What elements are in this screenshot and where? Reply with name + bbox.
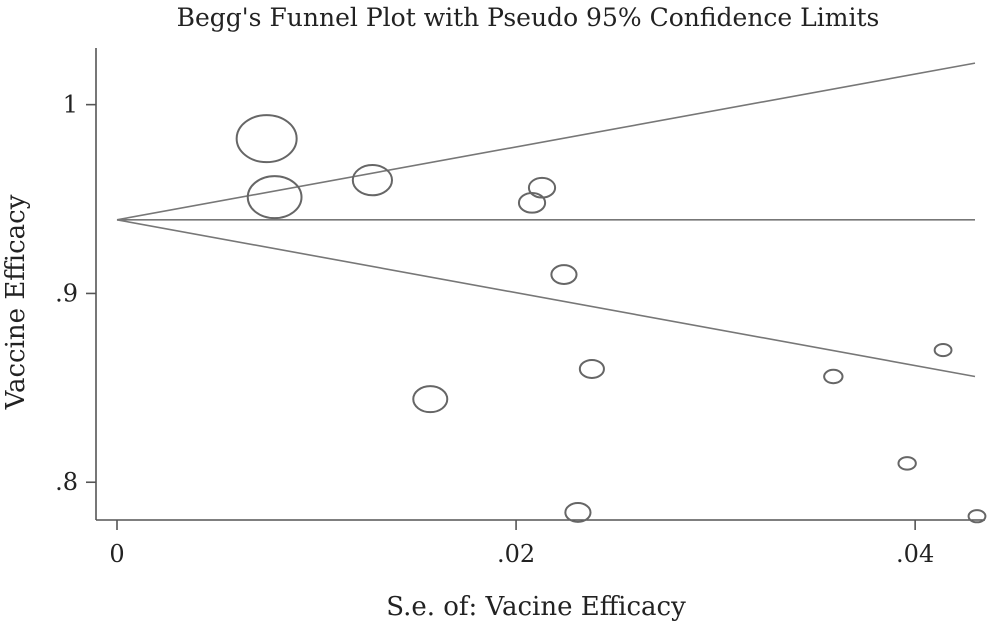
x-axis-ticks: 0 .02 .04	[109, 520, 934, 568]
y-axis-label: Vaccine Efficacy	[1, 194, 31, 410]
study-points	[235, 114, 987, 524]
study-point	[897, 456, 917, 471]
study-point	[235, 114, 298, 164]
study-point	[550, 264, 578, 285]
x-axis-label: S.e. of: Vacine Efficacy	[386, 592, 686, 622]
study-point	[564, 502, 592, 523]
study-point	[246, 175, 303, 220]
y-tick-label: .8	[55, 468, 78, 496]
y-tick-label: 1	[63, 91, 78, 119]
chart-title: Begg's Funnel Plot with Pseudo 95% Confi…	[177, 3, 880, 32]
study-point	[351, 164, 394, 197]
study-point	[933, 343, 953, 358]
upper-confidence-limit-line	[116, 62, 976, 221]
study-point	[517, 191, 547, 214]
study-point	[578, 358, 605, 379]
x-tick-label: .02	[497, 540, 535, 568]
plot-frame	[95, 48, 985, 521]
y-axis-ticks: .8 .9 1	[55, 91, 96, 496]
y-tick-label: .9	[55, 279, 78, 307]
x-tick-label: 0	[109, 540, 124, 568]
x-tick-label: .04	[896, 540, 934, 568]
funnel-lines	[116, 62, 976, 378]
study-point	[823, 368, 844, 385]
study-point	[527, 176, 557, 199]
study-point	[412, 385, 449, 414]
lower-confidence-limit-line	[116, 219, 976, 378]
study-point	[967, 509, 987, 524]
